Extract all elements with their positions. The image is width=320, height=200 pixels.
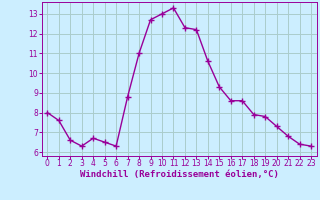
X-axis label: Windchill (Refroidissement éolien,°C): Windchill (Refroidissement éolien,°C) xyxy=(80,170,279,179)
